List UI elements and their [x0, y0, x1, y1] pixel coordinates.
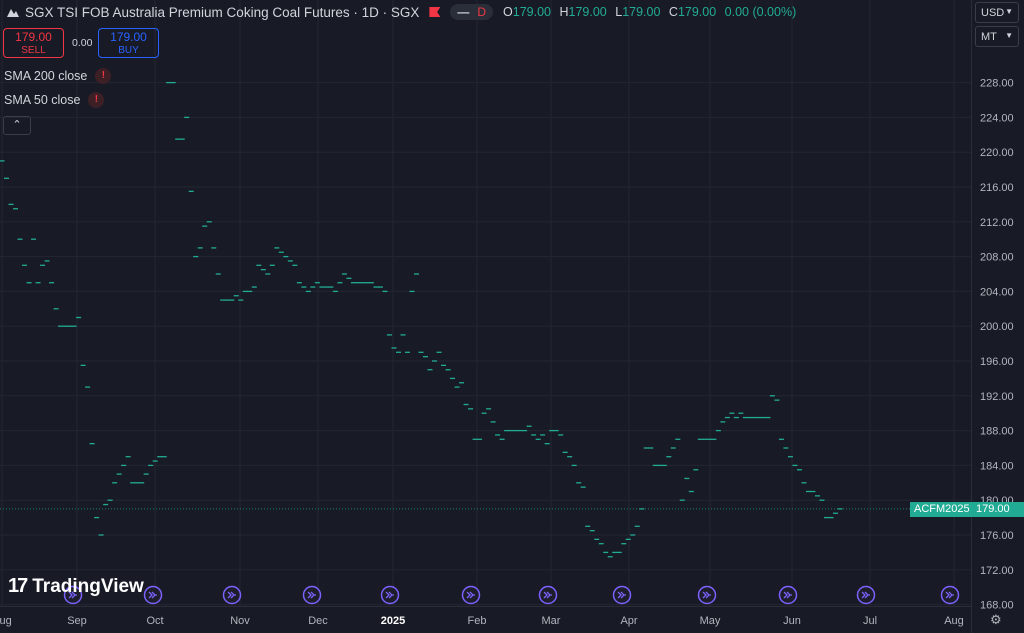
flag-icon[interactable]: [429, 7, 441, 17]
price-tick-label: 220.00: [980, 147, 1014, 159]
collapse-indicators-button[interactable]: ⌃: [3, 116, 31, 135]
price-tick-label: 188.00: [980, 426, 1014, 438]
event-marker-icon[interactable]: [538, 585, 558, 605]
price-tick-label: 168.00: [980, 600, 1014, 612]
price-tick-label: 228.00: [980, 78, 1014, 90]
price-tick-label: 200.00: [980, 321, 1014, 333]
price-tick-label: 196.00: [980, 356, 1014, 368]
buy-button[interactable]: 179.00 BUY: [98, 28, 159, 58]
time-tick-label: Feb: [468, 615, 487, 627]
symbol-logo-icon: [7, 9, 19, 17]
event-marker-icon[interactable]: [778, 585, 798, 605]
time-tick-label: Jun: [783, 615, 801, 627]
events-row: [63, 585, 960, 605]
time-tick-label: Dec: [308, 615, 328, 627]
price-tick-label: 176.00: [980, 530, 1014, 542]
event-marker-icon[interactable]: [856, 585, 876, 605]
sell-button[interactable]: 179.00 SELL: [3, 28, 64, 58]
price-tick-label: 184.00: [980, 460, 1014, 472]
tradingview-logo[interactable]: 17 TradingView: [8, 575, 144, 597]
price-series: [0, 81, 843, 558]
price-tick-label: 172.00: [980, 565, 1014, 577]
time-tick-label: Aug: [0, 615, 12, 627]
change-value: 0.00 (0.00%): [724, 5, 797, 19]
event-marker-icon[interactable]: [461, 585, 481, 605]
settings-icon[interactable]: ⚙: [990, 612, 1002, 627]
time-tick-label: Aug: [944, 615, 964, 627]
last-price-label: 179.00: [972, 502, 1024, 517]
event-marker-icon[interactable]: [940, 585, 960, 605]
symbol-price-label: ACFM2025: [910, 502, 974, 517]
event-marker-icon[interactable]: [143, 585, 163, 605]
time-tick-label: Apr: [620, 615, 637, 627]
chart-header: SGX TSI FOB Australia Premium Coking Coa…: [6, 3, 801, 21]
event-marker-icon[interactable]: [380, 585, 400, 605]
event-marker-icon[interactable]: [302, 585, 322, 605]
warning-icon[interactable]: !: [88, 92, 105, 108]
chevron-up-icon: ⌃: [12, 119, 22, 131]
time-tick-label: Oct: [146, 615, 163, 627]
price-tick-label: 208.00: [980, 252, 1014, 264]
chevron-down-icon: ▼: [1005, 7, 1013, 16]
time-tick-label: 2025: [381, 615, 405, 627]
tradingview-logo-icon: 17: [8, 575, 28, 597]
price-tick-label: 224.00: [980, 112, 1014, 124]
event-marker-icon[interactable]: [612, 585, 632, 605]
price-tick-label: 204.00: [980, 286, 1014, 298]
event-marker-icon[interactable]: [222, 585, 242, 605]
time-tick-label: Mar: [542, 615, 561, 627]
event-marker-icon[interactable]: [697, 585, 717, 605]
chart-grid: [0, 0, 971, 606]
chevron-down-icon: ▼: [1005, 31, 1013, 40]
indicator-sma50[interactable]: SMA 50 close!: [4, 92, 105, 108]
symbol-title[interactable]: SGX TSI FOB Australia Premium Coking Coa…: [25, 4, 420, 20]
warning-icon[interactable]: !: [95, 68, 112, 84]
event-marker-icon[interactable]: [63, 585, 83, 605]
price-tick-label: 216.00: [980, 182, 1014, 194]
price-tick-label: 212.00: [980, 217, 1014, 229]
indicator-sma200[interactable]: SMA 200 close!: [4, 68, 112, 84]
unit-select[interactable]: MT ▼: [975, 26, 1019, 47]
price-tick-label: 192.00: [980, 391, 1014, 403]
currency-select[interactable]: USD ▼: [975, 2, 1019, 23]
price-axis: 228.00 224.00 220.00 216.00 212.00 208.00 204.…: [980, 78, 1014, 612]
time-axis: Aug Sep Oct Nov Dec 2025 Feb Mar Apr May Jun Jul Aug: [0, 615, 964, 627]
spread-value: 0.00: [72, 37, 93, 49]
time-tick-label: May: [700, 615, 721, 627]
time-tick-label: Nov: [230, 615, 250, 627]
time-tick-label: Jul: [863, 615, 877, 627]
delayed-badge[interactable]: — D: [450, 4, 494, 20]
time-tick-label: Sep: [67, 615, 87, 627]
ohlc-legend: O179.00 H179.00 L179.00 C179.00 0.00 (0.…: [503, 5, 797, 19]
price-axis-divider: [0, 0, 972, 633]
